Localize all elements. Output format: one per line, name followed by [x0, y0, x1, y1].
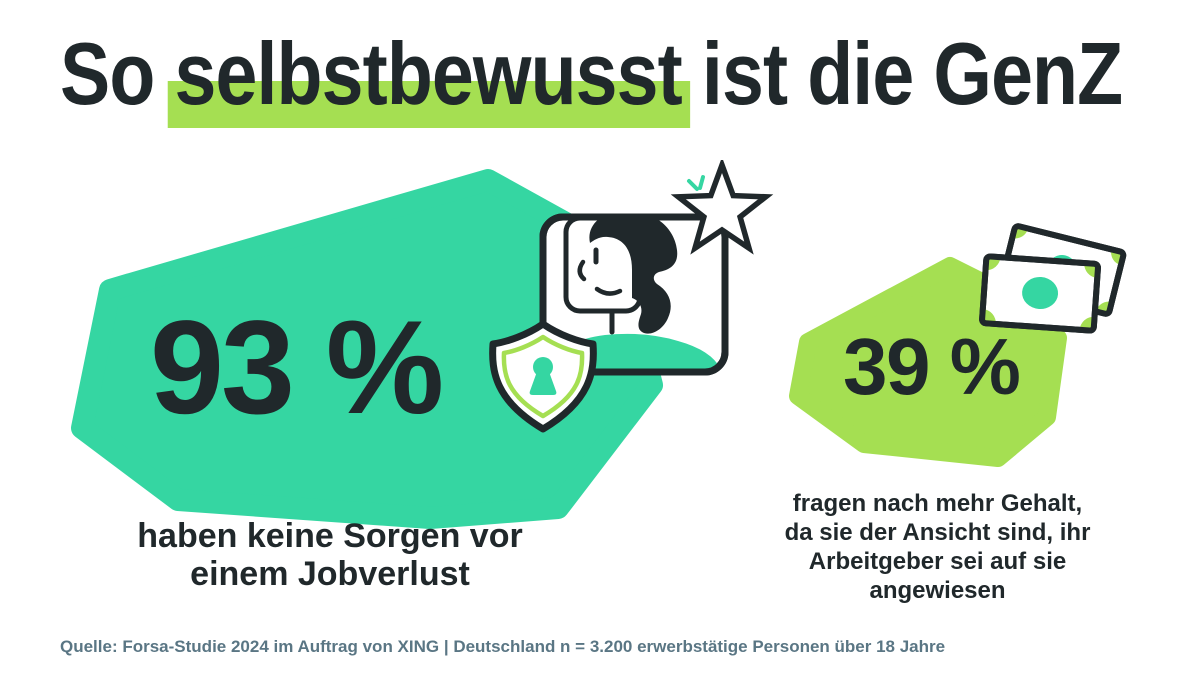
shield-lock-icon	[489, 320, 597, 433]
source-note: Quelle: Forsa-Studie 2024 im Auftrag von…	[60, 637, 946, 656]
smile-icon	[594, 286, 623, 296]
stat-left-illustration	[71, 160, 774, 529]
banknotes-icon	[979, 223, 1127, 334]
sparkle-icon	[687, 179, 699, 191]
sparkle-icon	[698, 175, 705, 190]
stat-right-illustration	[789, 223, 1127, 467]
star-icon	[670, 160, 774, 255]
stat-left-value: 93 %	[150, 294, 444, 442]
title-suffix: ist die GenZ	[681, 24, 1123, 123]
nose-icon	[577, 259, 587, 282]
title-prefix: So	[60, 24, 175, 123]
stat-left-caption: haben keine Sorgen vor einem Jobverlust	[137, 517, 523, 594]
page-title: So selbstbewusst ist die GenZ	[60, 30, 1123, 118]
hair-shape	[589, 220, 678, 334]
stat-right-value: 39 %	[843, 322, 1021, 411]
keyhole-icon	[529, 357, 557, 395]
title-highlighted-word: selbstbewusst	[174, 24, 682, 123]
stat-right-caption: fragen nach mehr Gehalt, da sie der Ansi…	[784, 490, 1091, 605]
